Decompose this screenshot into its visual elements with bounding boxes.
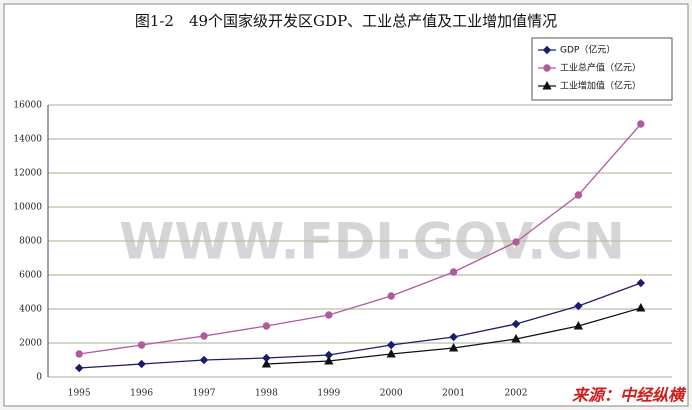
y-tick-label: 0 xyxy=(36,373,42,383)
y-tick-label: 2000 xyxy=(19,339,42,349)
legend-label: GDP（亿元） xyxy=(560,44,615,56)
y-tick-label: 8000 xyxy=(19,237,42,247)
marker xyxy=(512,238,520,246)
marker xyxy=(386,348,396,358)
x-tick-label: 1995 xyxy=(68,389,91,399)
marker xyxy=(386,340,396,350)
marker xyxy=(448,342,459,352)
y-tick-label: 10000 xyxy=(13,203,42,213)
y-tick-label: 4000 xyxy=(19,305,42,315)
x-tick-label: 1996 xyxy=(130,389,153,399)
marker xyxy=(200,332,208,340)
x-tick-label: 1997 xyxy=(193,389,216,399)
marker xyxy=(199,355,209,365)
y-tick-label: 6000 xyxy=(19,271,42,281)
legend-box xyxy=(531,37,673,101)
marker xyxy=(137,359,146,369)
source-note: 来源：中经纵横 xyxy=(572,386,687,405)
marker xyxy=(636,278,646,288)
marker xyxy=(324,355,334,365)
marker xyxy=(543,64,551,72)
marker xyxy=(574,191,583,199)
legend-label: 工业总产值（亿元） xyxy=(560,62,641,74)
marker xyxy=(325,311,333,319)
marker xyxy=(75,350,83,358)
marker xyxy=(542,45,552,55)
marker xyxy=(262,322,271,330)
y-tick-label: 14000 xyxy=(13,135,42,145)
marker xyxy=(574,301,583,311)
marker xyxy=(542,80,552,90)
marker xyxy=(449,332,458,342)
y-tick-label: 12000 xyxy=(13,169,42,179)
series-line xyxy=(79,123,642,355)
marker xyxy=(137,341,146,349)
x-tick-label: 2002 xyxy=(505,389,528,399)
marker xyxy=(74,363,84,373)
x-tick-label: 1998 xyxy=(255,389,278,399)
legend-label: 工业增加值（亿元） xyxy=(560,80,641,92)
marker xyxy=(387,292,395,300)
marker xyxy=(511,319,521,329)
marker xyxy=(636,302,646,312)
marker xyxy=(261,358,272,368)
series-line xyxy=(79,282,642,369)
marker xyxy=(511,333,521,343)
marker xyxy=(573,320,584,330)
chart-title: 图1-2 49个国家级开发区GDP、工业总产值及工业增加值情况 xyxy=(135,12,557,30)
marker xyxy=(637,120,645,128)
y-tick-label: 16000 xyxy=(13,101,42,111)
x-tick-label: 2001 xyxy=(442,389,465,399)
x-tick-label: 1999 xyxy=(317,389,340,399)
x-tick-label: 2000 xyxy=(380,389,403,399)
marker xyxy=(449,268,458,276)
